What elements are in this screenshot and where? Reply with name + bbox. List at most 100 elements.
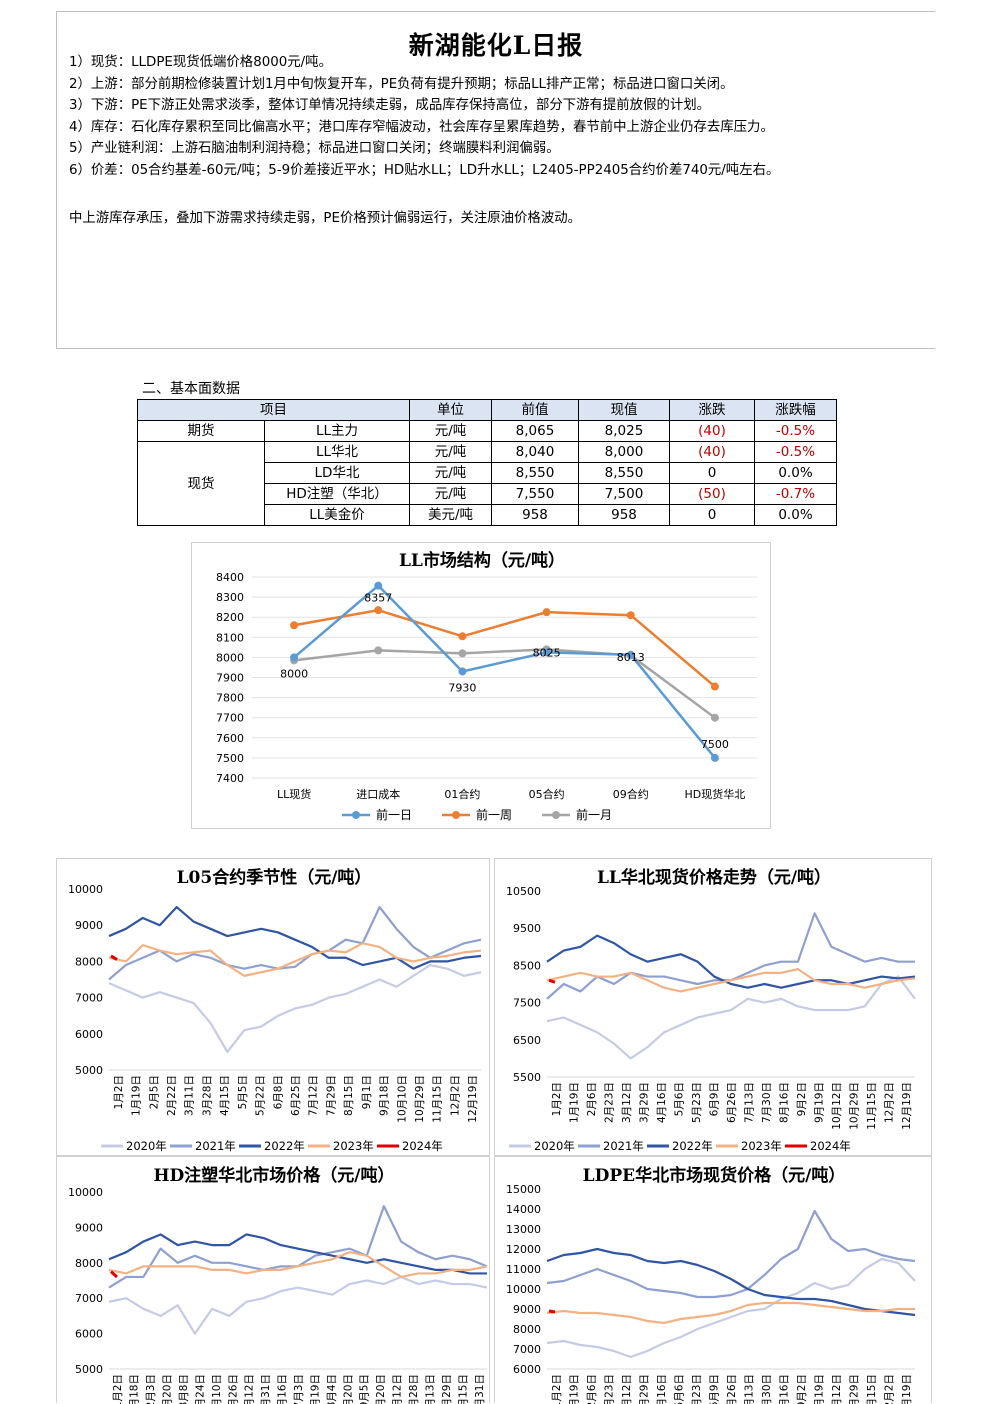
x-tick-label: 7月12日 — [308, 1075, 320, 1116]
x-tick-label: 3月29日 — [638, 1082, 650, 1123]
x-tick-label: 8月4日 — [326, 1374, 338, 1404]
fundamentals-table: 项目 单位 前值 现值 涨跌 涨跌幅 期货 LL主力 元/吨 8,065 8,0… — [137, 399, 837, 526]
y-tick-label: 8300 — [216, 591, 244, 604]
change-cell: (50) — [669, 483, 755, 505]
y-tick-label: 5000 — [75, 1064, 103, 1077]
change-pct-cell: -0.5% — [754, 441, 837, 463]
prev-cell: 8,065 — [491, 420, 579, 442]
x-tick-label: 7月13日 — [744, 1082, 756, 1123]
x-tick-label: 11月29日 — [441, 1374, 453, 1404]
x-tick-label: 6月16日 — [277, 1374, 289, 1404]
x-tick-label: 4月16日 — [656, 1374, 668, 1404]
legend-label: 前一日 — [376, 807, 412, 822]
report-line-inventory: 4）库存：石化库存累积至同比偏高水平；港口库存窄幅波动，社会库存呈累库趋势，春节… — [69, 119, 774, 135]
x-tick-label: 2月6日 — [586, 1374, 598, 1404]
x-tick-label: 2月22日 — [166, 1075, 178, 1116]
y-tick-label: 7000 — [75, 992, 103, 1005]
x-tick-label: 3月29日 — [638, 1374, 650, 1404]
legend-label: 2022年 — [672, 1139, 713, 1153]
chart-title: LL市场结构（元/吨） — [399, 550, 565, 571]
series-line — [108, 942, 482, 977]
series-line — [546, 1257, 916, 1359]
x-tick-label: 12月15日 — [457, 1374, 469, 1404]
x-tick-label: 05合约 — [529, 787, 565, 801]
report-summary-box: 新湖能化L日报 1）现货：LLDPE现货低端价格8000元/吨。 2）上游：部分… — [56, 11, 935, 349]
y-tick-label: 7500 — [216, 752, 244, 765]
data-point — [374, 606, 383, 615]
y-tick-label: 10000 — [68, 883, 103, 896]
data-point — [374, 646, 383, 655]
x-tick-label: 11月15日 — [432, 1075, 444, 1123]
data-point — [710, 713, 719, 722]
x-tick-label: 2月23日 — [603, 1374, 615, 1404]
x-tick-label: 12月2日 — [884, 1374, 896, 1404]
item-cell: HD注塑（华北） — [264, 483, 410, 505]
report-line-spot: 1）现货：LLDPE现货低端价格8000元/吨。 — [69, 55, 332, 70]
item-cell: LD华北 — [264, 462, 410, 484]
curr-cell: 8,025 — [578, 420, 670, 442]
x-tick-label: 6月8日 — [272, 1075, 284, 1109]
x-tick-label: 5月12日 — [244, 1374, 256, 1404]
series-line — [110, 1270, 118, 1279]
x-tick-label: 12月19日 — [901, 1374, 913, 1404]
x-tick-label: 9月2日 — [796, 1374, 808, 1404]
y-tick-label: 8500 — [513, 959, 541, 972]
item-cell: LL主力 — [264, 420, 410, 442]
x-tick-label: 6月9日 — [708, 1374, 720, 1404]
legend-marker — [352, 811, 360, 819]
series-line — [108, 963, 482, 1053]
group-label-spot: 现货 — [137, 441, 265, 526]
legend-label: 2021年 — [195, 1139, 236, 1153]
series-line — [293, 648, 716, 719]
y-tick-label: 11000 — [506, 1263, 541, 1276]
data-point — [458, 632, 467, 641]
header-change-pct: 涨跌幅 — [754, 399, 837, 421]
y-tick-label: 8000 — [513, 1323, 541, 1336]
x-tick-label: 7月13日 — [744, 1374, 756, 1404]
x-tick-label: 7月3日 — [293, 1374, 305, 1404]
group-label-futures: 期货 — [137, 420, 265, 442]
curr-cell: 8,000 — [578, 441, 670, 463]
x-tick-label: 4月16日 — [656, 1082, 668, 1123]
y-tick-label: 6500 — [513, 1034, 541, 1047]
y-tick-label: 8400 — [216, 571, 244, 584]
series-line — [548, 978, 556, 984]
data-point — [458, 649, 467, 658]
chart-market-structure: LL市场结构（元/吨） 7400 7500 7600 7700 7800 7900 8000 8… — [191, 542, 771, 829]
curr-cell: 8,550 — [578, 462, 670, 484]
data-point — [290, 621, 299, 630]
chart-title: LDPE华北市场现货价格（元/吨） — [583, 1165, 846, 1186]
unit-cell: 美元/吨 — [409, 504, 492, 526]
x-tick-label: 01合约 — [444, 787, 480, 801]
x-tick-label: 1月19日 — [568, 1082, 580, 1123]
legend-label: 2024年 — [402, 1139, 443, 1153]
data-point — [542, 608, 551, 617]
seasonal-chart-svg: HD注塑华北市场价格（元/吨） 5000 6000 7000 8000 9000 10000… — [68, 1165, 488, 1404]
curr-cell: 7,500 — [578, 483, 670, 505]
legend-label: 2024年 — [810, 1139, 851, 1153]
change-cell: 0 — [669, 462, 755, 484]
legend-label: 2023年 — [741, 1139, 782, 1153]
x-tick-label: 10月29日 — [414, 1075, 426, 1123]
data-point — [710, 682, 719, 691]
prev-cell: 8,040 — [491, 441, 579, 463]
series-line — [110, 954, 118, 961]
section-title: 二、基本面数据 — [142, 381, 240, 397]
x-tick-label: 9月1日 — [361, 1075, 373, 1109]
x-tick-label: 9月18日 — [379, 1075, 391, 1116]
series-line — [546, 975, 916, 1060]
series-line — [548, 1309, 556, 1314]
x-tick-label: 2月6日 — [586, 1082, 598, 1116]
x-tick-label: 9月19日 — [814, 1374, 826, 1404]
change-pct-cell: 0.0% — [754, 462, 837, 484]
data-label: 8013 — [617, 651, 645, 664]
report-conclusion: 中上游库存承压，叠加下游需求持续走弱，PE价格预计偏弱运行，关注原油价格波动。 — [69, 211, 581, 226]
header-item: 项目 — [137, 399, 410, 421]
data-point — [626, 611, 635, 620]
data-label: 8357 — [364, 592, 392, 605]
x-tick-label: 10月12日 — [392, 1374, 404, 1404]
x-tick-label: 3月8日 — [178, 1374, 190, 1404]
x-tick-label: LL现货 — [277, 787, 311, 801]
y-tick-label: 5000 — [75, 1363, 103, 1376]
x-tick-label: 5月6日 — [673, 1082, 685, 1116]
